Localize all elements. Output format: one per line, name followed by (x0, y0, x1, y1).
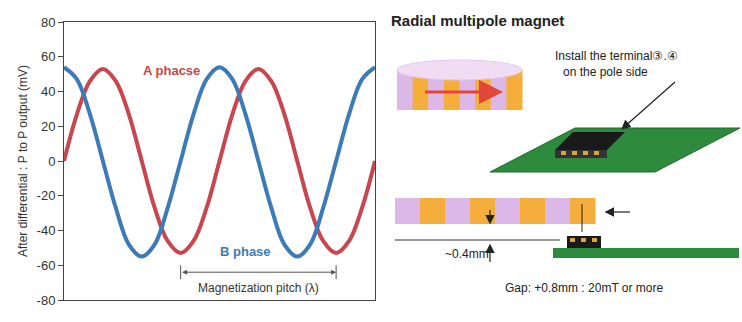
svg-text:60: 60 (41, 49, 55, 64)
svg-text:40: 40 (41, 84, 55, 99)
svg-text:0: 0 (48, 154, 55, 169)
svg-text:20: 20 (41, 119, 55, 134)
svg-text:80: 80 (41, 15, 55, 30)
svg-text:Install the terminal③.④: Install the terminal③.④ (555, 49, 678, 63)
svg-text:-20: -20 (37, 188, 56, 203)
svg-text:-60: -60 (37, 258, 56, 273)
svg-text:After differential : P to P ou: After differential : P to P output (mV) (16, 65, 30, 257)
svg-text:~0.4mm: ~0.4mm (445, 247, 489, 261)
svg-text:A phacse: A phacse (143, 63, 200, 78)
svg-text:B phase: B phase (220, 244, 271, 259)
svg-text:Gap: +0.8mm : 20mT or more: Gap: +0.8mm : 20mT or more (505, 281, 663, 295)
svg-text:-40: -40 (37, 223, 56, 238)
svg-text:-80: -80 (37, 293, 56, 308)
svg-text:on the pole side: on the pole side (563, 65, 648, 79)
svg-text:Magnetization pitch (λ): Magnetization pitch (λ) (198, 281, 319, 295)
svg-text:Radial multipole magnet: Radial multipole magnet (391, 12, 564, 29)
